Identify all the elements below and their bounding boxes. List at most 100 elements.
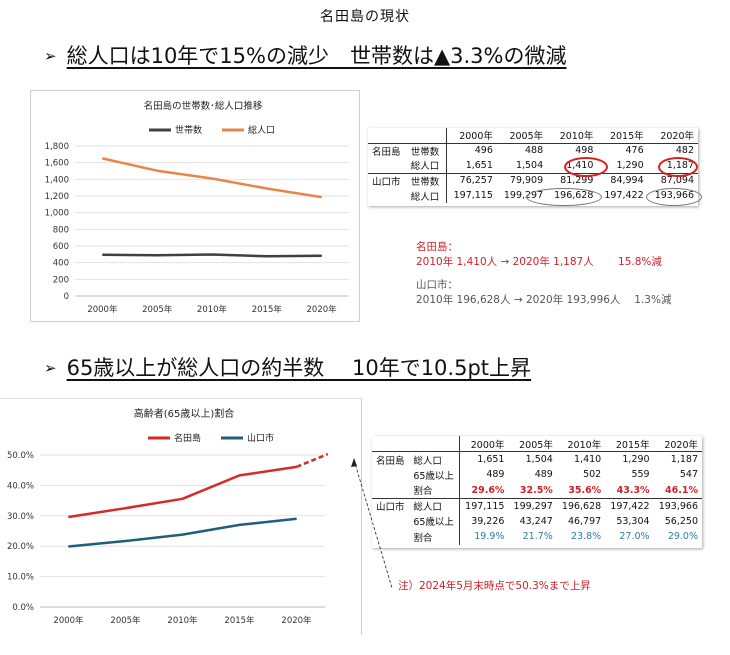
x-tick-label: 2010年 (167, 615, 198, 626)
table-row: 65歳以上 39,226 43,247 46,797 53,304 56,250 (372, 513, 702, 529)
yamaguchi-label: 山口市： (416, 279, 458, 291)
bullet-arrow-icon: ➢ (44, 47, 57, 65)
t1-cell: 482 (675, 145, 694, 157)
t2-cell: 1,187 (670, 454, 698, 465)
x-tick-label: 2000年 (53, 615, 84, 626)
y-tick-label: 20.0% (7, 542, 34, 552)
t2-cell: 197,115 (459, 497, 509, 514)
table-row: 山口市 総人口 197,115 199,297 196,628 197,422 … (372, 497, 702, 514)
t1-label: 総人口 (406, 158, 447, 173)
t2-group (372, 529, 409, 545)
t1-cell: 197,115 (453, 190, 493, 201)
t2-cell: 489 (486, 469, 505, 481)
chart-title: 名田島の世帯数･総人口推移 (144, 100, 263, 112)
t2-year-header: 2015年 (605, 436, 654, 452)
x-tick-label: 2000年 (87, 304, 118, 315)
table-row: 山口市 世帯数 76,257 79,909 81,299 84,994 87,0… (368, 172, 698, 188)
x-tick-label: 2005年 (142, 304, 173, 315)
t2-cell: 1,290 (622, 454, 650, 465)
t2-ratio-cell: 46.1% (665, 484, 698, 496)
data-point (182, 498, 183, 500)
t2-cell: 193,966 (653, 497, 702, 514)
t1-group: 山口市 (368, 172, 407, 188)
data-point (156, 170, 158, 172)
t2-ratio-cell: 23.8% (571, 531, 602, 543)
elderly-ratio-chart: 高齢者(65歳以上)割合 名田島 山口市 0.0% 10.0% 20.0% 30.0% 40.… (0, 398, 362, 635)
t1-year-header: 2005年 (496, 128, 548, 144)
t1-cell: 476 (625, 145, 644, 157)
t2-ratio-cell: 21.7% (522, 531, 553, 543)
data-point (125, 540, 126, 542)
t1-cell: 1,504 (515, 159, 544, 171)
y-tick-label: 200 (53, 275, 69, 285)
data-point (296, 518, 297, 520)
legend-label: 世帯数 (175, 124, 202, 136)
t2-cell: 199,297 (508, 497, 557, 514)
x-tick-label: 2015年 (252, 304, 283, 315)
t2-year-header: 2000年 (459, 436, 509, 452)
t2-cell: 53,304 (616, 515, 650, 527)
y-tick-label: 10.0% (7, 573, 34, 583)
t2-cell: 46,797 (567, 515, 602, 527)
table-row: 名田島 総人口 1,651 1,504 1,410 1,290 1,187 (372, 451, 702, 467)
x-tick-label: 2020年 (281, 615, 312, 626)
t2-group (372, 467, 409, 483)
t1-cell: 498 (575, 145, 594, 157)
y-tick-label: 1,400 (45, 175, 69, 185)
t2-year-header: 2005年 (508, 436, 557, 452)
section-heading-1: ➢ 総人口は10年で15%の減少 世帯数は▲3.3%の微減 (44, 40, 566, 70)
natajima-label: 名田島： (416, 241, 458, 253)
t1-cell: 79,909 (496, 172, 548, 188)
t1-cell: 84,994 (597, 172, 648, 188)
t2-cell: 196,628 (556, 497, 606, 514)
data-point (68, 546, 69, 548)
t1-label: 総人口 (406, 188, 447, 203)
table-row: 名田島 世帯数 496 488 498 476 482 (368, 143, 698, 158)
heading-1-text: 総人口は10年で15%の減少 世帯数は▲3.3%の微減 (66, 44, 567, 68)
table-row: 割合 19.9% 21.7% 23.8% 27.0% 29.0% (372, 529, 702, 545)
series-line (102, 157, 322, 199)
t1-label: 世帯数 (406, 172, 447, 188)
t1-cell: 76,257 (446, 172, 497, 188)
data-point (211, 254, 213, 255)
t1-group (368, 158, 407, 173)
chart-title: 高齢者(65歳以上)割合 (134, 407, 235, 420)
t1-cell: 197,422 (604, 190, 644, 201)
t2-cell: 39,226 (471, 515, 505, 527)
data-point (182, 534, 183, 536)
t2-cell: 1,504 (525, 454, 553, 465)
highlight-circle-2010-yamaguchi (526, 188, 602, 206)
highlight-circle-2010-population (564, 157, 608, 177)
t2-ratio-cell: 43.3% (616, 484, 650, 496)
t1-group: 名田島 (372, 146, 401, 158)
y-tick-label: 40.0% (7, 481, 34, 491)
y-tick-label: 800 (53, 225, 69, 235)
t2-label: 65歳以上 (409, 467, 461, 483)
t1-year-header: 2015年 (597, 128, 648, 144)
t2-group: 名田島 (376, 455, 405, 467)
y-tick-label: 30.0% (7, 512, 34, 522)
table-row: 65歳以上 489 489 502 559 547 (372, 467, 702, 483)
t1-year-header: 2000年 (446, 128, 497, 144)
t2-label: 65歳以上 (409, 513, 461, 529)
data-point (239, 524, 240, 526)
t1-label: 世帯数 (406, 143, 447, 158)
t2-ratio-cell: 29.6% (471, 484, 505, 496)
page-title: 名田島の現状 (320, 9, 410, 25)
t2-ratio-cell: 32.5% (519, 484, 553, 496)
t2-cell: 559 (631, 469, 650, 481)
data-point (101, 157, 103, 159)
x-tick-label: 2005年 (110, 615, 141, 626)
y-tick-label: 0 (64, 292, 69, 302)
x-tick-label: 2020年 (307, 304, 338, 315)
bullet-arrow-icon: ➢ (44, 359, 57, 377)
yamaguchi-change-note: 2010年 196,628人 → 2020年 193,996人 1.3%減 (416, 294, 672, 306)
data-point (321, 196, 323, 198)
footnote: 注）2024年5月末時点で50.3%まで上昇 (398, 580, 591, 592)
data-point (321, 255, 323, 257)
t2-label: 割合 (409, 529, 461, 545)
t1-cell: 1,290 (616, 159, 644, 171)
t2-cell: 1,651 (477, 454, 505, 465)
